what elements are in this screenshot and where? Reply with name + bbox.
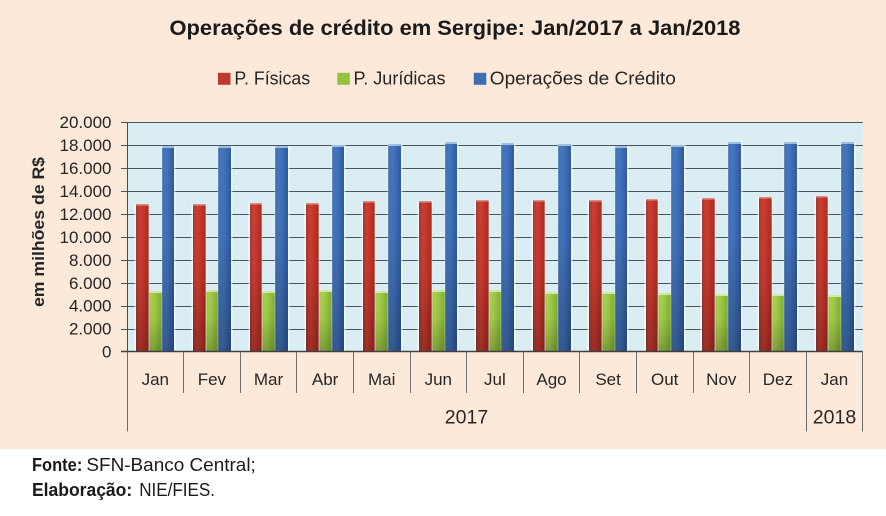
svg-text:Dez: Dez: [763, 370, 793, 389]
svg-text:Mai: Mai: [368, 370, 395, 389]
svg-text:NIE/FIES.: NIE/FIES.: [139, 480, 215, 500]
svg-text:P. Físicas: P. Físicas: [234, 68, 310, 89]
svg-text:SFN-Banco Central;: SFN-Banco Central;: [86, 455, 255, 475]
svg-text:2018: 2018: [813, 407, 856, 429]
svg-text:Jun: Jun: [425, 370, 452, 389]
svg-text:Ago: Ago: [536, 370, 566, 389]
svg-text:10.000: 10.000: [60, 228, 112, 247]
svg-text:20.000: 20.000: [60, 113, 112, 132]
svg-text:0: 0: [102, 343, 111, 362]
svg-text:18.000: 18.000: [60, 136, 112, 155]
svg-text:14.000: 14.000: [60, 182, 112, 201]
svg-text:12.000: 12.000: [60, 205, 112, 224]
svg-text:Abr: Abr: [312, 370, 339, 389]
svg-text:Jul: Jul: [484, 370, 506, 389]
svg-text:Out: Out: [651, 370, 679, 389]
svg-text:16.000: 16.000: [60, 159, 112, 178]
svg-text:Jan: Jan: [142, 370, 169, 389]
svg-text:Fonte:: Fonte:: [32, 455, 82, 475]
svg-text:Elaboração:: Elaboração:: [32, 480, 132, 500]
svg-text:em milhões de R$: em milhões de R$: [29, 156, 48, 307]
svg-text:2017: 2017: [445, 407, 488, 429]
svg-text:Operações de Crédito: Operações de Crédito: [490, 68, 676, 89]
svg-text:Set: Set: [595, 370, 621, 389]
svg-text:Operações de crédito em Sergip: Operações de crédito em Sergipe: Jan/201…: [170, 17, 741, 40]
svg-text:8.000: 8.000: [69, 251, 112, 270]
svg-text:2.000: 2.000: [69, 320, 112, 339]
svg-text:6.000: 6.000: [69, 274, 112, 293]
svg-text:Jan: Jan: [821, 370, 848, 389]
svg-text:Nov: Nov: [706, 370, 737, 389]
svg-text:Mar: Mar: [254, 370, 284, 389]
svg-text:4.000: 4.000: [69, 297, 112, 316]
svg-text:P. Jurídicas: P. Jurídicas: [354, 68, 446, 89]
svg-text:Fev: Fev: [198, 370, 227, 389]
